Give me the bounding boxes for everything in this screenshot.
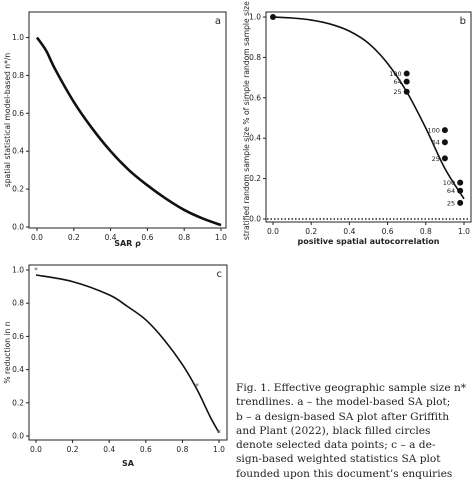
series-line <box>35 274 220 434</box>
data-point <box>403 88 410 95</box>
data-point-marker: * <box>195 382 199 391</box>
x-tick-label: 1.0 <box>213 445 225 454</box>
series-line <box>272 16 465 200</box>
data-label: 64 <box>447 187 455 195</box>
x-tick-label: 1.0 <box>215 233 227 242</box>
plot-frame <box>28 11 227 229</box>
panel-a: a 0.0 0.2 0.4 0.6 0.8 1.0 0.0 0.2 0.4 0.6 0.8 1.0 SAR… <box>3 11 227 248</box>
y-axis-label: spatial statistical model-based n*/n <box>3 53 12 188</box>
y-tick-label: 0.0 <box>12 432 24 441</box>
data-point <box>457 187 464 194</box>
plot-frame <box>265 11 472 223</box>
data-label: 100 <box>427 127 439 135</box>
data-point <box>441 139 448 146</box>
x-tick-label: 0.0 <box>31 233 43 242</box>
x-tick-label: 0.0 <box>267 227 279 236</box>
panel-letter: b <box>460 16 466 27</box>
x-tick-label: 0.6 <box>141 233 153 242</box>
data-point <box>441 155 448 162</box>
x-tick-label: 1.0 <box>458 227 470 236</box>
data-label: 64 <box>393 78 401 86</box>
x-axis-label: SAR ρ <box>114 239 141 248</box>
x-tick-label: 0.4 <box>105 233 117 242</box>
series-line <box>35 36 222 227</box>
data-label: 25 <box>393 88 401 96</box>
x-tick-label: 0.8 <box>176 445 188 454</box>
y-axis-label: % reduction in n <box>3 321 12 383</box>
y-tick-label: 0.2 <box>12 398 24 407</box>
y-tick-label: 0.2 <box>249 174 261 183</box>
x-tick-label: 0.6 <box>140 445 152 454</box>
data-point <box>270 14 276 20</box>
caption-line: and Plant (2022), black filled circles <box>236 424 431 437</box>
data-point-marker: * <box>34 266 38 275</box>
panel-c: c 0.0 0.2 0.4 0.6 0.8 1.0 0.0 0.2 0.4 0.6 0.8 1.0 SA%… <box>3 264 228 468</box>
data-point-marker: * <box>217 429 221 438</box>
y-tick-label: 0.8 <box>12 299 24 308</box>
y-tick-label: 0.6 <box>249 93 261 102</box>
caption-line: founded upon this document’s enquiries <box>236 467 453 480</box>
x-tick-label: 0.2 <box>67 445 79 454</box>
x-tick-label: 0.4 <box>343 227 355 236</box>
y-tick-label: 0.0 <box>249 215 261 224</box>
panel-b: b 0.0 0.2 0.4 0.6 0.8 1.0 0.0 0.2 0.4 0.6 0.8 1.0 pos… <box>242 0 472 246</box>
data-label: 100 <box>443 179 455 187</box>
y-axis-label: stratified random sample size % of simpl… <box>242 0 251 240</box>
data-label: 64 <box>432 139 440 147</box>
y-tick-label: 0.0 <box>12 223 24 232</box>
caption-line: denote selected data points; c – a de- <box>236 439 436 452</box>
y-tick-label: 0.8 <box>249 53 261 62</box>
caption-line: sign-based weighted statistics SA plot <box>236 453 441 466</box>
y-tick-label: 0.4 <box>12 147 24 156</box>
x-tick-label: 0.8 <box>178 233 190 242</box>
y-tick-label: 0.4 <box>12 365 24 374</box>
x-tick-label: 0.2 <box>68 233 80 242</box>
x-tick-label: 0.8 <box>420 227 432 236</box>
data-label: 100 <box>389 70 401 78</box>
y-tick-label: 1.0 <box>12 33 24 42</box>
y-tick-label: 0.8 <box>12 71 24 80</box>
x-axis-label: SA <box>122 459 135 468</box>
panel-letter: c <box>217 269 223 280</box>
y-tick-label: 0.6 <box>12 332 24 341</box>
data-point <box>403 70 410 77</box>
data-label: 25 <box>447 199 455 207</box>
data-point <box>441 127 448 134</box>
y-tick-label: 0.6 <box>12 109 24 118</box>
x-tick-label: 0.4 <box>103 445 115 454</box>
y-tick-label: 1.0 <box>249 13 261 22</box>
panel-letter: a <box>215 16 221 27</box>
y-tick-label: 0.4 <box>249 134 261 143</box>
caption-line: b – a design-based SA plot after Griffit… <box>236 410 450 423</box>
caption-line: Fig. 1. Effective geographic sample size… <box>236 382 467 394</box>
figure-caption: Fig. 1. Effective geographic sample size… <box>236 381 470 481</box>
x-tick-label: 0.6 <box>382 227 394 236</box>
plot-frame <box>28 264 228 441</box>
y-tick-label: 0.2 <box>12 185 24 194</box>
caption-line: trendlines. a – the model-based SA plot; <box>236 396 451 409</box>
x-tick-label: 0.0 <box>30 445 42 454</box>
x-axis-label: positive spatial autocorrelation <box>298 237 440 246</box>
y-tick-label: 1.0 <box>12 266 24 275</box>
data-point <box>403 78 410 85</box>
data-point <box>457 179 464 186</box>
data-label: 25 <box>432 155 440 163</box>
data-point <box>457 199 464 206</box>
x-tick-label: 0.2 <box>305 227 317 236</box>
